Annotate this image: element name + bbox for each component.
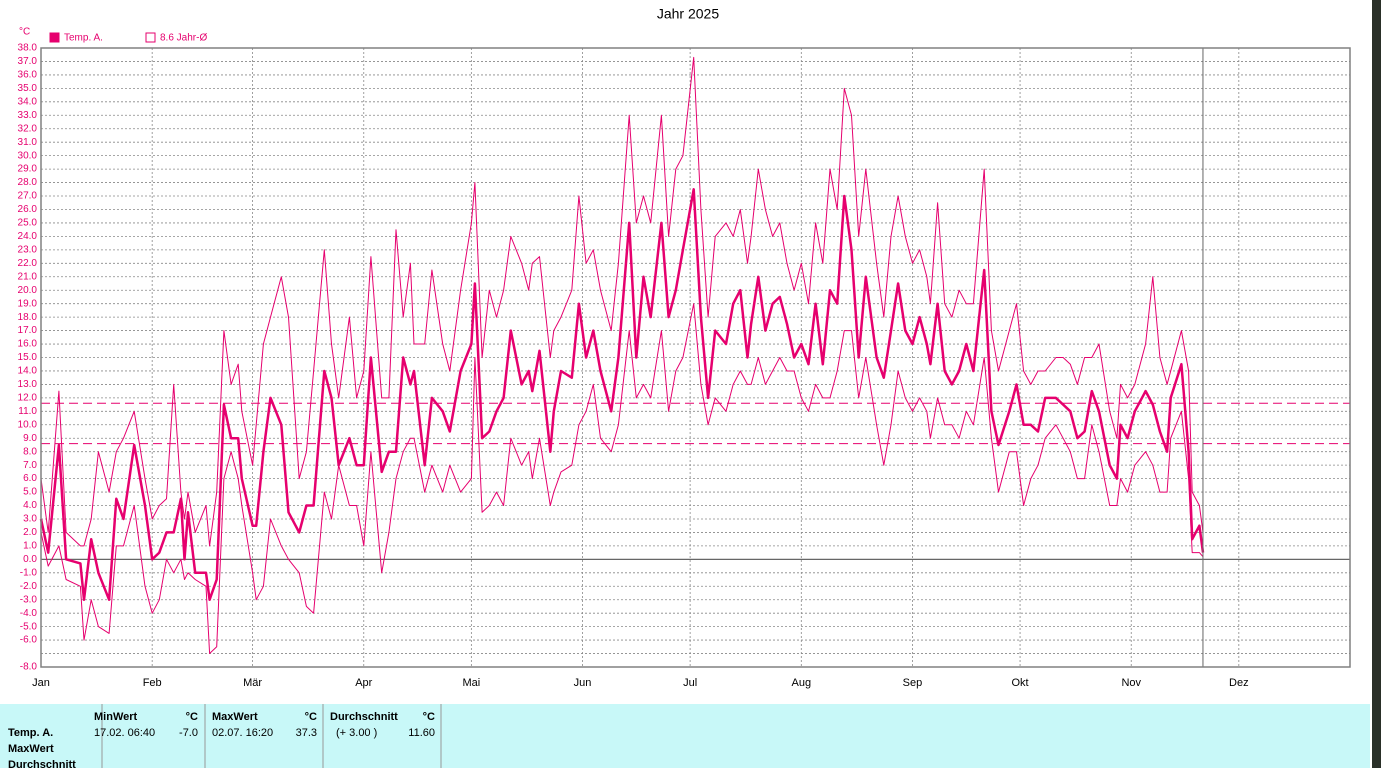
y-tick-label: -6.0 — [20, 635, 38, 646]
stats-row-label: Temp. A. — [8, 727, 53, 739]
y-tick-label: 20.0 — [18, 285, 38, 296]
legend-swatch — [49, 32, 60, 43]
x-tick-label: Dez — [1229, 677, 1249, 689]
x-tick-label: Jul — [683, 677, 697, 689]
y-tick-label: 33.0 — [18, 110, 38, 121]
y-tick-label: 13.0 — [18, 379, 38, 390]
x-tick-label: Mär — [243, 677, 262, 689]
stats-header: °C — [423, 711, 435, 723]
stats-value: 02.07. 16:20 — [212, 727, 273, 739]
background-strip — [1372, 0, 1381, 768]
y-unit: °C — [19, 27, 30, 38]
stats-header: °C — [305, 711, 317, 723]
y-tick-label: 34.0 — [18, 96, 38, 107]
y-tick-label: 9.0 — [23, 433, 37, 444]
stats-header: MaxWert — [212, 711, 258, 723]
y-tick-label: 19.0 — [18, 298, 38, 309]
chart-title: Jahr 2025 — [657, 6, 719, 22]
y-tick-label: 28.0 — [18, 177, 38, 188]
y-tick-label: 37.0 — [18, 56, 38, 67]
stats-value: (+ 3.00 ) — [336, 727, 377, 739]
y-tick-label: -8.0 — [20, 662, 38, 673]
x-tick-label: Mai — [462, 677, 480, 689]
y-tick-label: 23.0 — [18, 244, 38, 255]
y-tick-label: 30.0 — [18, 150, 38, 161]
y-tick-label: 35.0 — [18, 83, 38, 94]
y-tick-label: 18.0 — [18, 312, 38, 323]
x-tick-label: Sep — [903, 677, 923, 689]
stats-value: 17.02. 06:40 — [94, 727, 155, 739]
stats-header: Durchschnitt — [330, 711, 398, 723]
y-tick-label: 36.0 — [18, 70, 38, 81]
stats-row-label: Durchschnitt — [8, 759, 76, 768]
x-tick-label: Jun — [574, 677, 592, 689]
y-tick-label: 29.0 — [18, 164, 38, 175]
y-tick-label: 11.0 — [18, 406, 37, 417]
stats-value: 37.3 — [296, 727, 317, 739]
y-tick-label: 0.0 — [23, 554, 37, 565]
y-tick-label: 31.0 — [18, 137, 38, 148]
x-tick-label: Okt — [1011, 677, 1028, 689]
x-tick-label: Apr — [355, 677, 372, 689]
y-tick-label: 15.0 — [18, 352, 38, 363]
y-tick-label: 8.0 — [23, 446, 37, 457]
y-tick-label: 1.0 — [23, 541, 37, 552]
y-tick-label: 21.0 — [18, 271, 38, 282]
legend-label: Temp. A. — [64, 33, 103, 44]
y-tick-label: 26.0 — [18, 204, 38, 215]
legend-label: 8.6 Jahr-Ø — [160, 33, 207, 44]
y-tick-label: 3.0 — [23, 514, 37, 525]
y-tick-label: -3.0 — [20, 594, 38, 605]
y-tick-label: 27.0 — [18, 191, 38, 202]
series-line — [40, 56, 1204, 547]
series-line — [40, 303, 1204, 654]
y-tick-label: 32.0 — [18, 123, 38, 134]
y-tick-label: 38.0 — [18, 43, 38, 54]
y-tick-label: 2.0 — [23, 527, 37, 538]
y-tick-label: 14.0 — [18, 366, 38, 377]
y-tick-label: 7.0 — [23, 460, 37, 471]
y-tick-label: 24.0 — [18, 231, 38, 242]
x-tick-label: Feb — [143, 677, 162, 689]
stats-header: MinWert — [94, 711, 138, 723]
stats-row-label: MaxWert — [8, 743, 54, 755]
x-tick-label: Nov — [1121, 677, 1141, 689]
stats-header: °C — [186, 711, 198, 723]
stats-value: -7.0 — [179, 727, 198, 739]
y-tick-label: -5.0 — [20, 621, 38, 632]
plot-frame — [40, 47, 1351, 668]
y-tick-label: 17.0 — [18, 325, 38, 336]
y-tick-label: 22.0 — [18, 258, 38, 269]
series-line — [39, 188, 1205, 601]
y-tick-label: 6.0 — [23, 473, 37, 484]
y-tick-label: 4.0 — [23, 500, 37, 511]
y-tick-label: 12.0 — [18, 393, 38, 404]
y-tick-label: 10.0 — [18, 419, 38, 430]
y-tick-label: -4.0 — [20, 608, 38, 619]
y-tick-label: -2.0 — [20, 581, 38, 592]
y-tick-label: 16.0 — [18, 339, 38, 350]
stats-panel — [0, 704, 1370, 768]
y-tick-label: -1.0 — [20, 567, 38, 578]
legend-swatch — [145, 32, 156, 43]
y-tick-label: 25.0 — [18, 218, 38, 229]
stats-value: 11.60 — [408, 727, 435, 739]
x-tick-label: Jan — [32, 677, 50, 689]
x-tick-label: Aug — [792, 677, 812, 689]
y-tick-label: 5.0 — [23, 487, 37, 498]
